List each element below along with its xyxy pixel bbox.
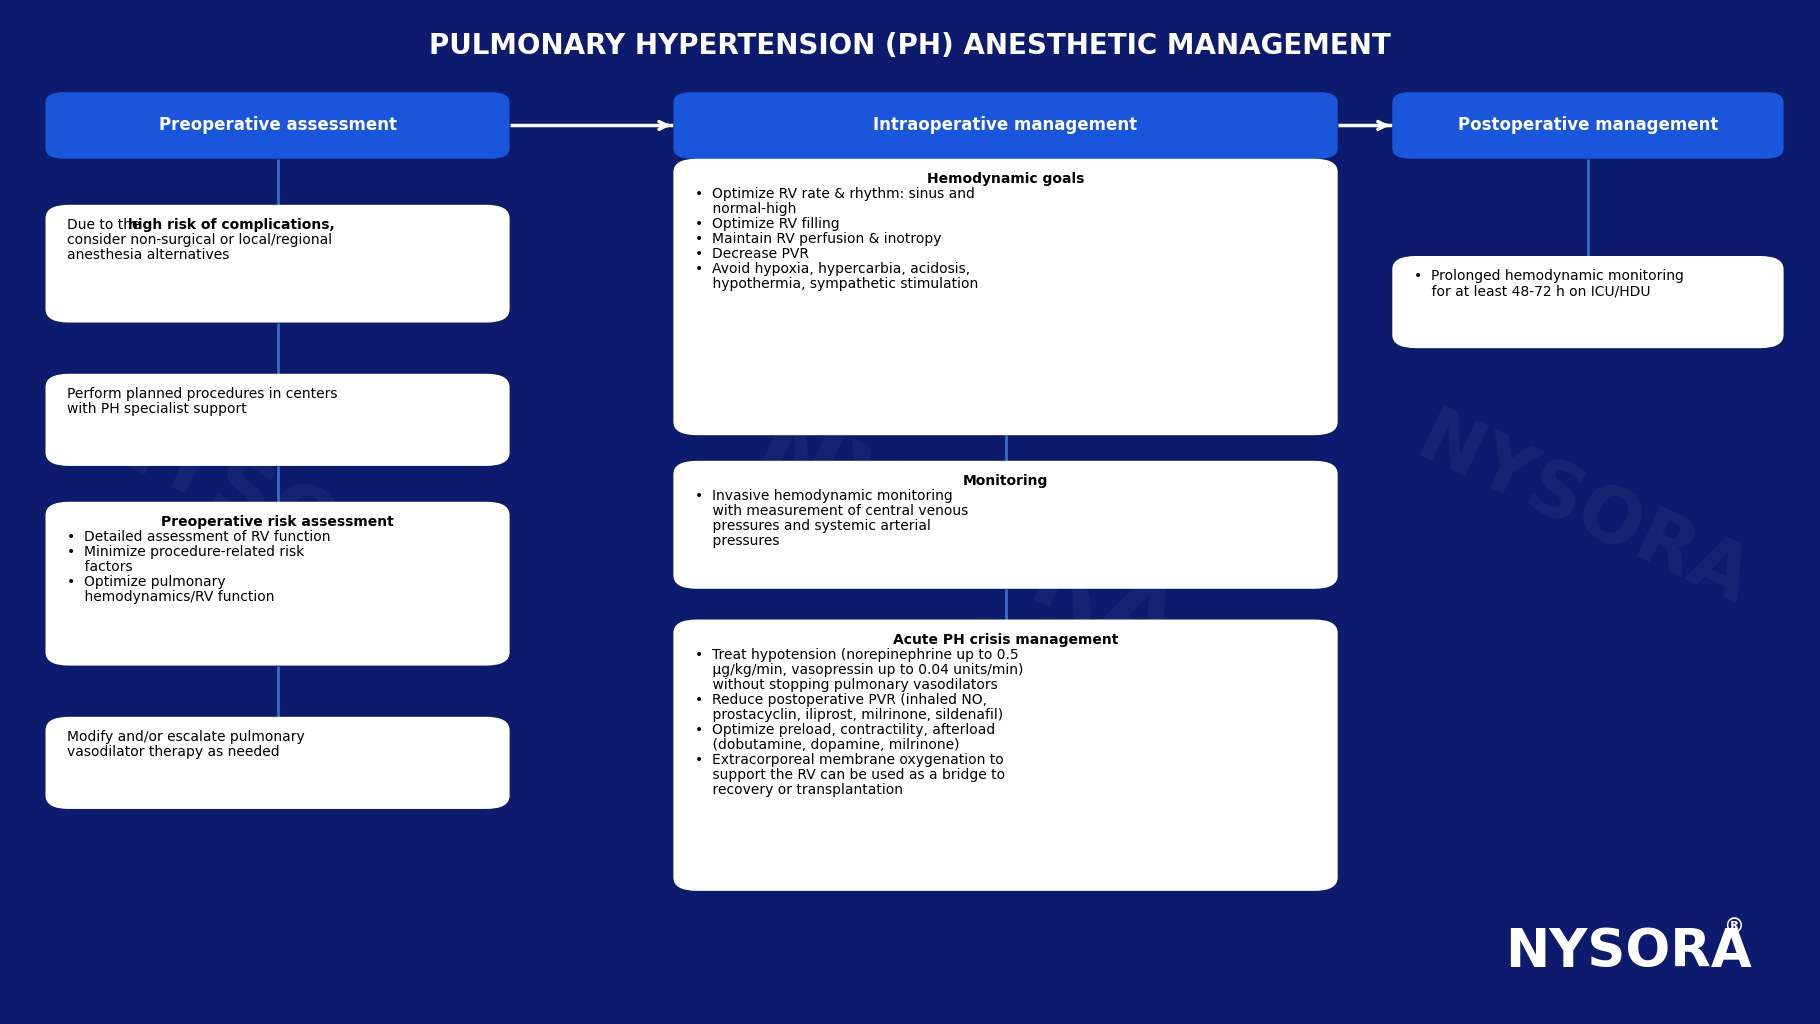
Text: •  Optimize RV rate & rhythm: sinus and: • Optimize RV rate & rhythm: sinus and: [695, 187, 976, 201]
Text: •  Avoid hypoxia, hypercarbia, acidosis,: • Avoid hypoxia, hypercarbia, acidosis,: [695, 262, 970, 276]
FancyBboxPatch shape: [46, 205, 510, 323]
Text: (dobutamine, dopamine, milrinone): (dobutamine, dopamine, milrinone): [695, 738, 959, 752]
FancyBboxPatch shape: [46, 717, 510, 809]
Text: Modify and/or escalate pulmonary: Modify and/or escalate pulmonary: [67, 730, 306, 744]
Text: NYSORA: NYSORA: [1505, 927, 1753, 978]
Text: •  Maintain RV perfusion & inotropy: • Maintain RV perfusion & inotropy: [695, 232, 941, 246]
Text: Due to the: Due to the: [67, 218, 146, 232]
Text: anesthesia alternatives: anesthesia alternatives: [67, 248, 229, 262]
Text: NYSORA: NYSORA: [739, 404, 1190, 681]
Text: normal-high: normal-high: [695, 202, 797, 216]
Text: •  Decrease PVR: • Decrease PVR: [695, 247, 810, 261]
Text: •  Treat hypotension (norepinephrine up to 0.5: • Treat hypotension (norepinephrine up t…: [695, 648, 1019, 662]
Text: μg/kg/min, vasopressin up to 0.04 units/min): μg/kg/min, vasopressin up to 0.04 units/…: [695, 663, 1023, 677]
Text: •  Prolonged hemodynamic monitoring: • Prolonged hemodynamic monitoring: [1414, 269, 1684, 284]
Text: Acute PH crisis management: Acute PH crisis management: [894, 633, 1117, 647]
Text: •  Optimize pulmonary: • Optimize pulmonary: [67, 575, 226, 589]
Text: pressures and systemic arterial: pressures and systemic arterial: [695, 519, 932, 534]
Text: Preoperative risk assessment: Preoperative risk assessment: [162, 515, 393, 529]
Text: hypothermia, sympathetic stimulation: hypothermia, sympathetic stimulation: [695, 278, 979, 291]
Text: Perform planned procedures in centers: Perform planned procedures in centers: [67, 387, 339, 401]
FancyBboxPatch shape: [1392, 256, 1784, 348]
Text: •  Detailed assessment of RV function: • Detailed assessment of RV function: [67, 530, 331, 544]
Text: Postoperative management: Postoperative management: [1458, 117, 1718, 134]
FancyBboxPatch shape: [46, 92, 510, 159]
Text: high risk of complications,: high risk of complications,: [127, 218, 335, 232]
Text: •  Invasive hemodynamic monitoring: • Invasive hemodynamic monitoring: [695, 489, 954, 503]
Text: vasodilator therapy as needed: vasodilator therapy as needed: [67, 745, 280, 759]
Text: NYSORA: NYSORA: [80, 393, 466, 631]
FancyBboxPatch shape: [46, 374, 510, 466]
Text: for at least 48-72 h on ICU/HDU: for at least 48-72 h on ICU/HDU: [1414, 285, 1651, 298]
Text: with measurement of central venous: with measurement of central venous: [695, 504, 968, 518]
Text: Intraoperative management: Intraoperative management: [874, 117, 1138, 134]
Text: ®: ®: [1724, 916, 1744, 937]
Text: recovery or transplantation: recovery or transplantation: [695, 782, 903, 797]
FancyBboxPatch shape: [673, 461, 1338, 589]
Text: Monitoring: Monitoring: [963, 474, 1048, 488]
Text: •  Minimize procedure-related risk: • Minimize procedure-related risk: [67, 545, 304, 559]
Text: •  Optimize preload, contractility, afterload: • Optimize preload, contractility, after…: [695, 723, 996, 737]
Text: consider non-surgical or local/regional: consider non-surgical or local/regional: [67, 233, 333, 247]
Text: support the RV can be used as a bridge to: support the RV can be used as a bridge t…: [695, 768, 1005, 782]
Text: without stopping pulmonary vasodilators: without stopping pulmonary vasodilators: [695, 678, 997, 692]
FancyBboxPatch shape: [673, 159, 1338, 435]
Text: NYSORA: NYSORA: [1405, 403, 1762, 621]
Text: Preoperative assessment: Preoperative assessment: [158, 117, 397, 134]
FancyBboxPatch shape: [1392, 92, 1784, 159]
Text: PULMONARY HYPERTENSION (PH) ANESTHETIC MANAGEMENT: PULMONARY HYPERTENSION (PH) ANESTHETIC M…: [430, 32, 1390, 60]
Text: prostacyclin, iliprost, milrinone, sildenafil): prostacyclin, iliprost, milrinone, silde…: [695, 708, 1003, 722]
Text: •  Optimize RV filling: • Optimize RV filling: [695, 217, 839, 231]
Text: pressures: pressures: [695, 535, 779, 548]
Text: factors: factors: [67, 560, 133, 574]
Text: •  Extracorporeal membrane oxygenation to: • Extracorporeal membrane oxygenation to: [695, 753, 1005, 767]
Text: with PH specialist support: with PH specialist support: [67, 402, 248, 416]
FancyBboxPatch shape: [673, 620, 1338, 891]
Text: •  Reduce postoperative PVR (inhaled NO,: • Reduce postoperative PVR (inhaled NO,: [695, 693, 986, 707]
FancyBboxPatch shape: [673, 92, 1338, 159]
Text: hemodynamics/RV function: hemodynamics/RV function: [67, 590, 275, 604]
Text: Hemodynamic goals: Hemodynamic goals: [926, 172, 1085, 186]
FancyBboxPatch shape: [46, 502, 510, 666]
